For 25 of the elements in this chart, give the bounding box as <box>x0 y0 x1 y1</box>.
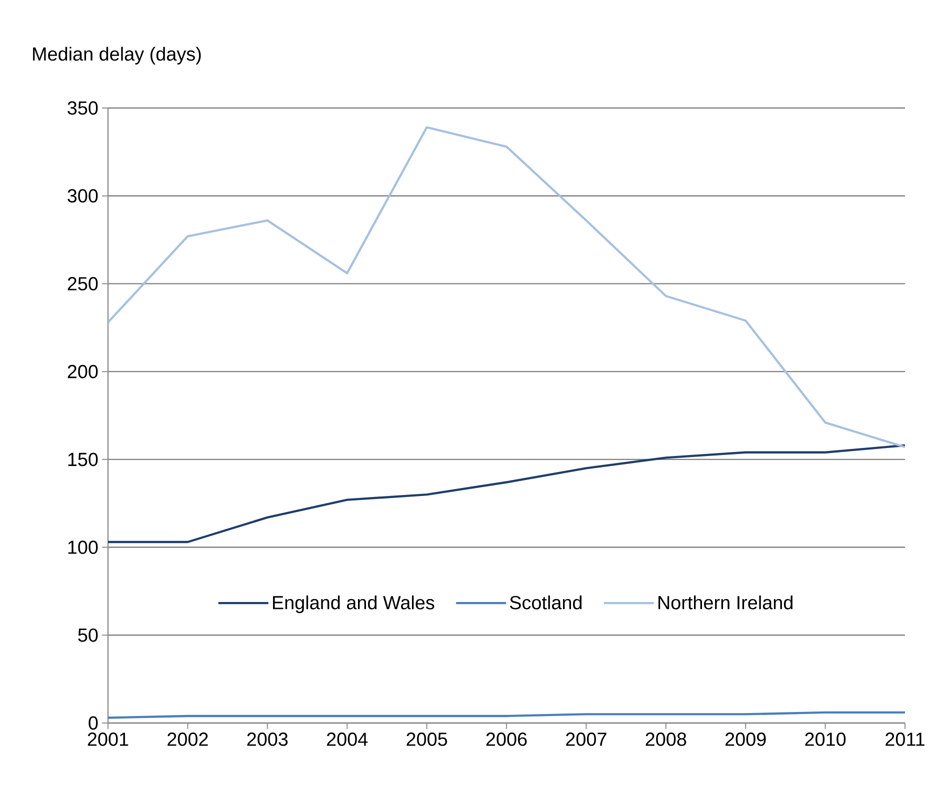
x-tick-label: 2009 <box>726 732 766 746</box>
legend-label: Northern Ireland <box>658 595 792 610</box>
line-series <box>108 126 906 448</box>
x-tick-label: 2007 <box>566 732 606 746</box>
x-tick-label: 2003 <box>247 732 288 746</box>
x-tick-label: 2005 <box>406 732 448 746</box>
y-axis-title: Median delay (days) <box>33 46 201 64</box>
x-tick-label: 2006 <box>486 732 527 746</box>
y-tick-label: 200 <box>68 364 98 378</box>
x-tick-label: 2008 <box>646 732 686 746</box>
y-tick-label: 250 <box>68 277 98 290</box>
legend-label: England and Wales <box>273 595 434 614</box>
x-tick-label: 2010 <box>805 732 846 746</box>
y-tick-label: 100 <box>68 540 98 554</box>
y-tick-label: 350 <box>68 101 98 115</box>
x-tick-label: 2004 <box>327 732 368 746</box>
x-tick-label: 2002 <box>168 732 208 746</box>
line-series <box>108 444 906 544</box>
y-tick-label: 150 <box>68 452 98 466</box>
y-tick-label: 50 <box>78 628 98 642</box>
y-tick-label: 300 <box>68 189 98 203</box>
x-tick-label: 2011 <box>886 732 924 746</box>
y-tick-label: 0 <box>88 716 98 730</box>
legend-label: Scotland <box>510 595 582 610</box>
x-tick-label: 2001 <box>88 732 128 746</box>
